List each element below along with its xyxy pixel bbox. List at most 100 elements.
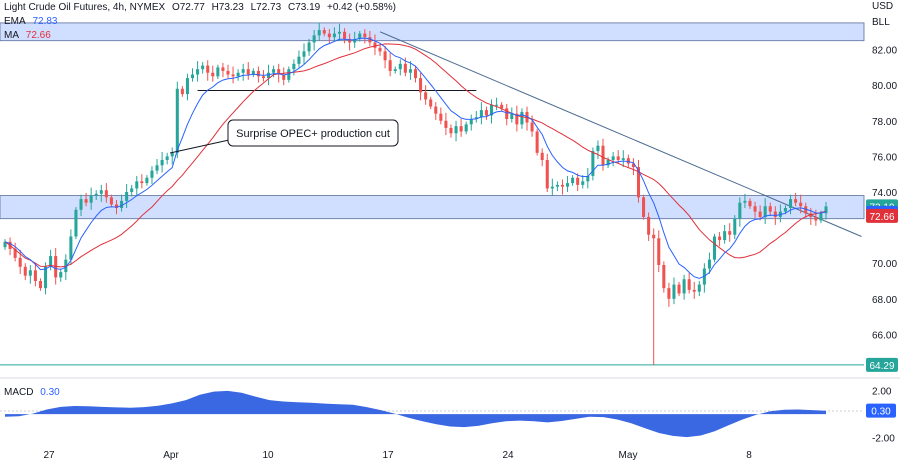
candle — [429, 96, 433, 110]
annotation-group: Surprise OPEC+ production cut — [169, 119, 399, 154]
currency-label: USD — [872, 1, 893, 12]
candle — [454, 120, 458, 142]
macd-area — [5, 390, 826, 438]
candle — [84, 192, 88, 207]
candle — [383, 46, 387, 69]
candle — [449, 124, 453, 138]
candle — [718, 232, 722, 247]
price-marker-label: 64.29 — [869, 361, 894, 372]
price-marker: 64.29 — [866, 357, 898, 372]
ema-line — [4, 37, 827, 279]
candle — [393, 66, 397, 74]
price-tick-label: 80.00 — [872, 81, 897, 92]
candle — [677, 281, 681, 297]
date-tick-label: 24 — [502, 450, 514, 461]
price-tick-label: 74.00 — [872, 188, 897, 199]
candle — [672, 277, 676, 305]
candle — [555, 181, 559, 192]
candle — [155, 159, 159, 175]
candle — [373, 34, 377, 55]
candle — [728, 223, 732, 242]
candle — [327, 29, 331, 44]
candle — [500, 102, 504, 112]
candle — [525, 106, 529, 131]
candle — [277, 63, 281, 83]
candle — [748, 198, 752, 209]
candle — [662, 261, 666, 293]
candle — [586, 167, 590, 189]
candle — [79, 194, 83, 217]
candle — [307, 38, 311, 56]
macd-label: MACD — [4, 387, 34, 398]
annotation-box — [227, 119, 399, 147]
ema-legend: EMA 72.83 — [4, 16, 61, 27]
resistance-zone — [0, 195, 865, 220]
candle — [545, 153, 549, 192]
candlesticks — [3, 22, 828, 365]
macd-marker-label: 0.30 — [871, 407, 891, 418]
date-tick-label: 8 — [746, 450, 752, 461]
ma-value: 72.66 — [25, 30, 51, 41]
candle — [621, 150, 625, 168]
resistance-zones — [0, 22, 865, 220]
candle — [733, 215, 737, 240]
macd-tick-label: -2.00 — [872, 434, 895, 445]
candle — [469, 114, 473, 131]
candle — [337, 23, 342, 41]
candle — [753, 201, 757, 218]
candle — [292, 59, 296, 76]
reference-lines — [0, 31, 864, 366]
candle — [560, 179, 564, 195]
candle — [363, 29, 367, 44]
close-value: C73.19 — [287, 2, 321, 13]
candle — [768, 202, 772, 217]
unit-label: BLL — [872, 17, 890, 28]
candle — [69, 229, 73, 265]
change-value: +0.42 (+0.58%) — [327, 2, 396, 13]
candle — [13, 242, 17, 262]
candle — [180, 86, 184, 97]
candle — [642, 194, 646, 220]
candle — [343, 28, 347, 44]
ema-value: 72.83 — [32, 16, 58, 27]
candle — [99, 184, 103, 202]
candle — [358, 30, 362, 42]
candle — [236, 69, 240, 81]
candle — [657, 230, 661, 273]
candle — [794, 192, 798, 207]
candle — [413, 65, 418, 83]
candle — [160, 151, 164, 173]
candle — [226, 64, 230, 79]
candle — [49, 249, 53, 271]
candle — [799, 194, 803, 214]
candle — [150, 166, 154, 184]
candle — [520, 108, 524, 129]
date-tick-label: 10 — [262, 450, 274, 461]
candle — [175, 81, 179, 159]
candle — [550, 178, 554, 196]
macd-tick-label: 2.00 — [872, 387, 892, 398]
candle — [190, 68, 195, 82]
candle — [89, 187, 93, 210]
candle — [368, 30, 372, 47]
candle — [135, 175, 139, 197]
candle — [28, 264, 32, 284]
candle — [758, 205, 762, 221]
candle — [601, 138, 605, 171]
candle — [631, 158, 635, 176]
candle — [201, 62, 205, 74]
candle — [647, 212, 651, 241]
price-tick-label: 78.00 — [872, 117, 897, 128]
candle — [398, 59, 402, 76]
candle — [94, 190, 98, 201]
ma-legend: MA 72.66 — [4, 30, 55, 41]
high-value: H73.23 — [211, 2, 244, 13]
candle — [206, 60, 210, 81]
candle — [474, 111, 478, 123]
candle — [246, 62, 250, 80]
candle — [109, 194, 113, 208]
candle — [216, 64, 220, 79]
candle — [424, 85, 428, 105]
macd-marker: 0.30 — [866, 403, 896, 418]
candle — [196, 61, 200, 82]
